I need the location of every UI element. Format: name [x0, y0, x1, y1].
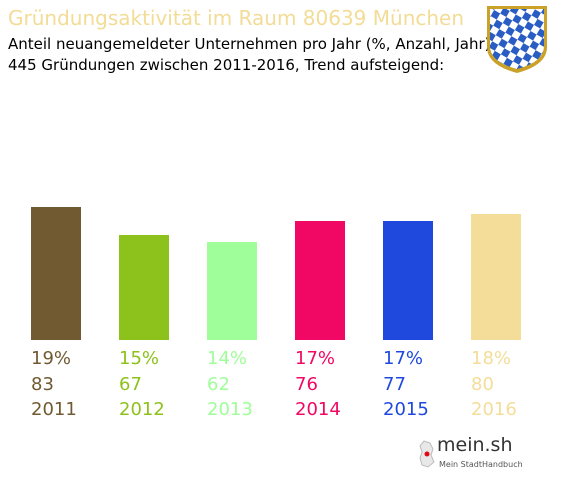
year-label-2014: 2014: [295, 399, 341, 420]
count-label-2012: 67: [119, 374, 142, 395]
count-label-2013: 62: [207, 374, 230, 395]
count-label-2011: 83: [31, 374, 54, 395]
chart-subtitle-line2: 445 Gründungen zwischen 2011-2016, Trend…: [8, 56, 445, 74]
percent-label-2014: 17%: [295, 348, 335, 369]
bar-2016: [471, 214, 521, 340]
count-label-2016: 80: [471, 374, 494, 395]
percent-label-2012: 15%: [119, 348, 159, 369]
percent-label-2015: 17%: [383, 348, 423, 369]
percent-label-2011: 19%: [31, 348, 71, 369]
count-label-2014: 76: [295, 374, 318, 395]
year-label-2012: 2012: [119, 399, 165, 420]
bar-2014: [295, 221, 345, 340]
bar-2015: [383, 221, 433, 340]
count-label-2015: 77: [383, 374, 406, 395]
percent-label-2016: 18%: [471, 348, 511, 369]
chart-subtitle-line1: Anteil neuangemeldeter Unternehmen pro J…: [8, 35, 491, 53]
logo-tagline: Mein StadtHandbuch: [439, 460, 523, 469]
bar-2012: [119, 235, 169, 340]
percent-label-2013: 14%: [207, 348, 247, 369]
year-label-2015: 2015: [383, 399, 429, 420]
year-label-2016: 2016: [471, 399, 517, 420]
year-label-2011: 2011: [31, 399, 77, 420]
bavarian-coat-of-arms-icon: [487, 6, 547, 73]
logo-name: mein.sh: [437, 434, 513, 456]
chart-title: Gründungsaktivität im Raum 80639 München: [8, 6, 465, 30]
germany-map-icon: [419, 440, 435, 468]
mein-sh-logo: mein.sh Mein StadtHandbuch: [415, 434, 525, 474]
year-label-2013: 2013: [207, 399, 253, 420]
bar-2013: [207, 242, 257, 340]
bar-2011: [31, 207, 81, 340]
